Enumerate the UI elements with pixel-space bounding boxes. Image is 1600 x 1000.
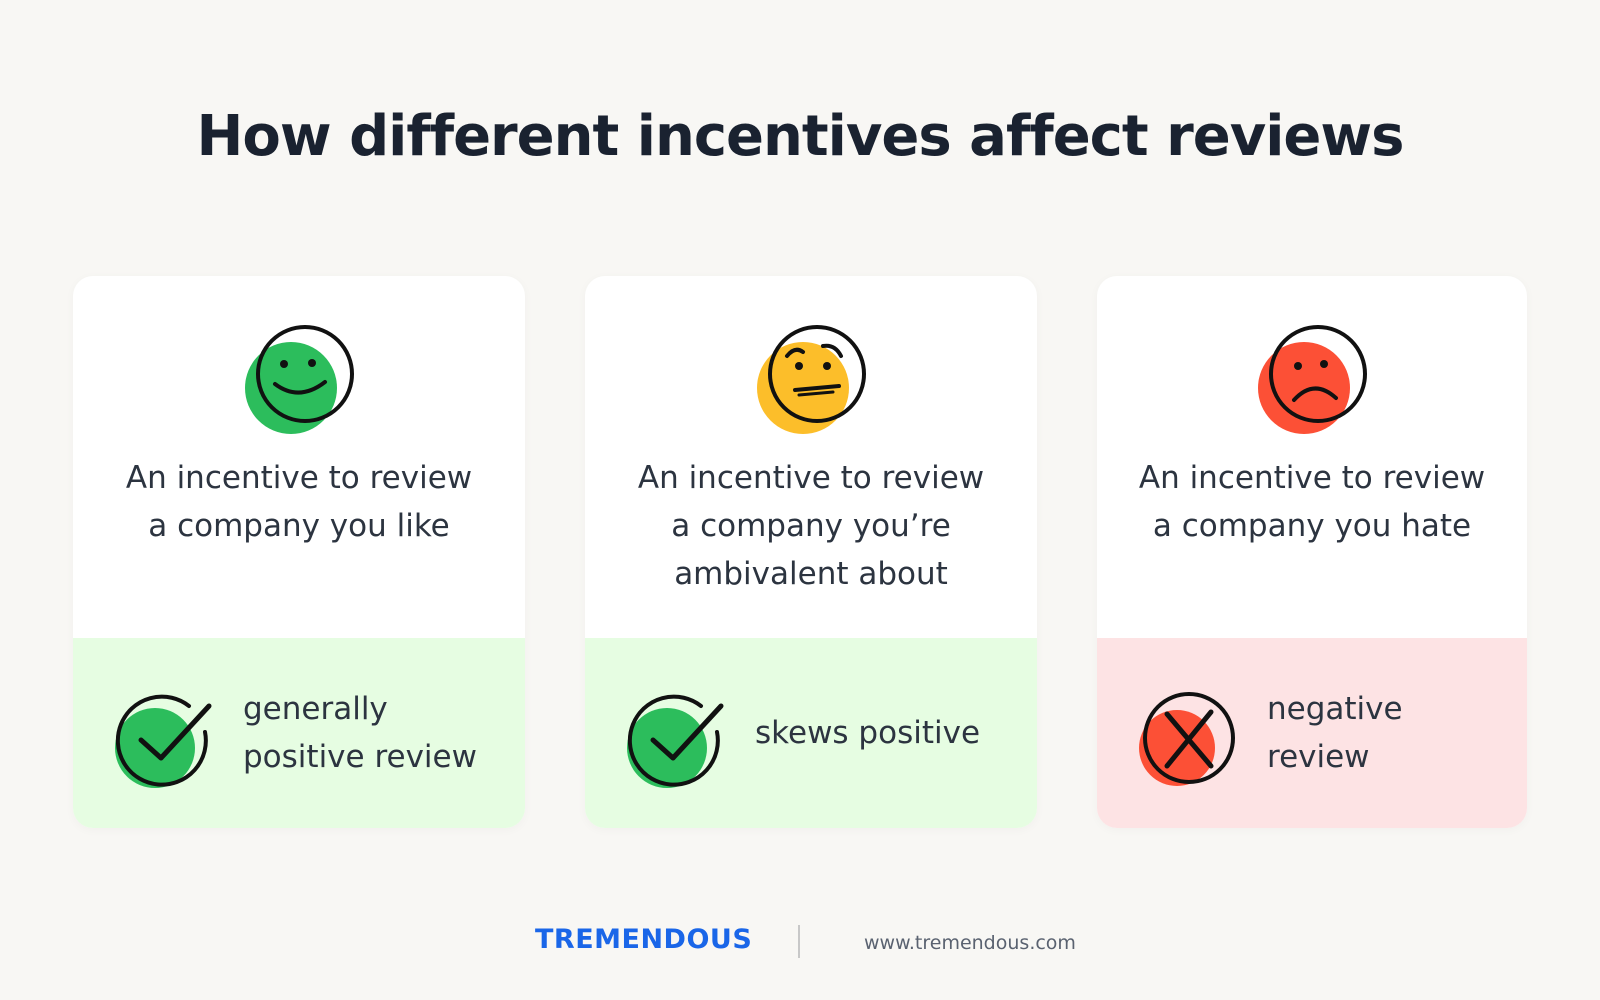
card-description: An incentive to review a company you lik… — [125, 460, 473, 544]
incentive-card-ambivalent: An incentive to review a company you’re … — [585, 276, 1037, 828]
brand-logo: TREMENDOUS — [535, 924, 753, 955]
outcome-panel: generally positive review — [73, 638, 525, 828]
sad-face-icon — [1254, 322, 1370, 438]
card-top: An incentive to review a company you lik… — [73, 276, 525, 638]
card-top: An incentive to review a company you hat… — [1097, 276, 1527, 638]
smiley-face-icon — [241, 322, 357, 438]
outcome-label: generally positive review — [243, 691, 477, 775]
card-description: An incentive to review a company you’re … — [637, 460, 985, 592]
incentive-card-like: An incentive to review a company you lik… — [73, 276, 525, 828]
x-icon — [1137, 688, 1241, 792]
footer-divider — [798, 925, 800, 958]
footer-url: www.tremendous.com — [864, 932, 1076, 954]
page-title: How different incentives affect reviews — [196, 104, 1405, 169]
check-icon — [113, 688, 217, 792]
outcome-label: skews positive — [755, 715, 981, 751]
outcome-panel: skews positive — [585, 638, 1037, 828]
check-icon — [625, 688, 729, 792]
incentive-card-hate: An incentive to review a company you hat… — [1097, 276, 1527, 828]
confused-face-icon — [753, 322, 869, 438]
outcome-label: negative review — [1267, 691, 1403, 775]
card-top: An incentive to review a company you’re … — [585, 276, 1037, 638]
card-description: An incentive to review a company you hat… — [1138, 460, 1486, 544]
outcome-panel: negative review — [1097, 638, 1527, 828]
